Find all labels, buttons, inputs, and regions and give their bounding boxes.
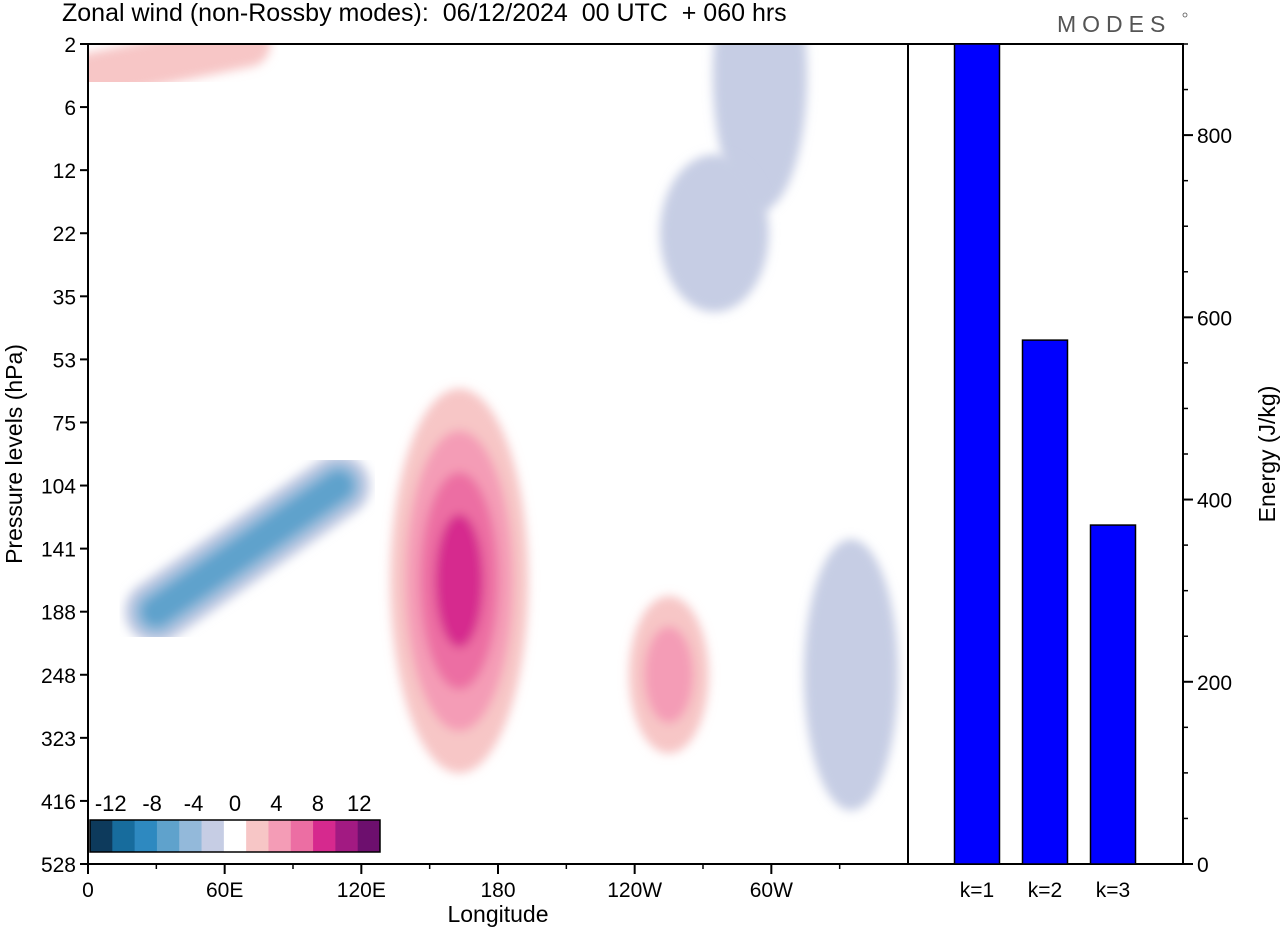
colorbar-swatch: [134, 820, 158, 852]
colorbar-swatch: [112, 820, 136, 852]
colorbar-swatch: [246, 820, 269, 852]
chart-title: Zonal wind (non-Rossby modes): 06/12/202…: [62, 0, 787, 27]
colorbar-frame: [89, 819, 381, 853]
y-tick-label: 188: [41, 602, 76, 625]
colorbar-label: 0: [229, 791, 241, 816]
y-tick-label: 141: [41, 539, 76, 562]
y-tick-label: 53: [53, 349, 76, 372]
colorbar: -12 -8 -4 0 4 8 12: [89, 791, 381, 853]
bar-category-label: k=3: [1096, 879, 1130, 902]
heatmap-feature: [659, 154, 769, 312]
colorbar-swatch: [313, 820, 336, 852]
bar-category-label: k=1: [960, 879, 994, 902]
y-tick-label: 22: [53, 223, 76, 246]
logo-mark-icon: [1182, 12, 1188, 18]
y-tick-label: 75: [53, 412, 76, 435]
energy-tick-label: 600: [1197, 307, 1232, 330]
energy-bar: [1089, 524, 1137, 865]
colorbar-swatch: [357, 820, 381, 852]
y-tick-label: 248: [41, 665, 76, 688]
x-tick-label: 0: [82, 879, 94, 902]
x-tick-label: 180: [480, 879, 515, 902]
colorbar-label: 4: [270, 791, 282, 816]
colorbar-swatch: [90, 820, 113, 852]
colorbar-label: -12: [95, 791, 127, 816]
energy-bar: [953, 43, 1001, 865]
y-tick-label: 323: [41, 728, 76, 751]
y-tick-label: 12: [53, 160, 76, 183]
x-tick-label: 60W: [750, 879, 793, 902]
energy-tick-label: 400: [1197, 490, 1232, 513]
colorbar-label: -8: [142, 791, 162, 816]
heatmap-feature: [124, 453, 371, 644]
heatmap-feature: [803, 539, 899, 811]
y-axis-label: Pressure levels (hPa): [1, 344, 27, 564]
modes-logo: MODES: [1057, 11, 1171, 37]
x-axis-label: Longitude: [447, 901, 548, 927]
bar-series: k=1 k=2 k=3: [953, 43, 1137, 902]
y-tick-label: 528: [41, 854, 76, 877]
x-tick-label: 60E: [206, 879, 243, 902]
y-tick-label: 104: [41, 476, 76, 499]
heatmap-feature: [390, 388, 529, 774]
heatmap-feature: [88, 44, 271, 99]
energy-tick-label: 800: [1197, 125, 1232, 148]
colorbar-label: 8: [312, 791, 324, 816]
bar-axes: 0 200 400 600 800: [1183, 43, 1232, 877]
x-tick-label: 120W: [607, 879, 662, 902]
y-tick-label: 2: [64, 34, 76, 57]
colorbar-swatch: [335, 820, 359, 852]
y-tick-label: 35: [53, 286, 76, 309]
colorbar-label: -4: [184, 791, 204, 816]
heatmap-axes: 0 60E 120E 180 120W 60W 2 6 12 22 35 53 75 104 141 188 2…: [41, 34, 841, 902]
energy-bar: [1021, 339, 1069, 865]
colorbar-swatch: [290, 820, 314, 852]
x-tick-label: 120E: [337, 879, 386, 902]
colorbar-swatch: [179, 820, 203, 852]
colorbar-swatch: [201, 820, 225, 852]
y-tick-label: 6: [64, 97, 76, 120]
colorbar-swatch: [223, 820, 247, 852]
y-tick-label: 416: [41, 791, 76, 814]
colorbar-swatch: [268, 820, 292, 852]
colorbar-label: 12: [347, 791, 371, 816]
bar-category-label: k=2: [1028, 879, 1062, 902]
energy-tick-label: 200: [1197, 672, 1232, 695]
energy-tick-label: 0: [1197, 854, 1209, 877]
energy-axis-label: Energy (J/kg): [1254, 386, 1280, 523]
heatmap-feature: [628, 596, 709, 754]
colorbar-swatch: [156, 820, 180, 852]
heatmap-field: [88, 44, 899, 811]
